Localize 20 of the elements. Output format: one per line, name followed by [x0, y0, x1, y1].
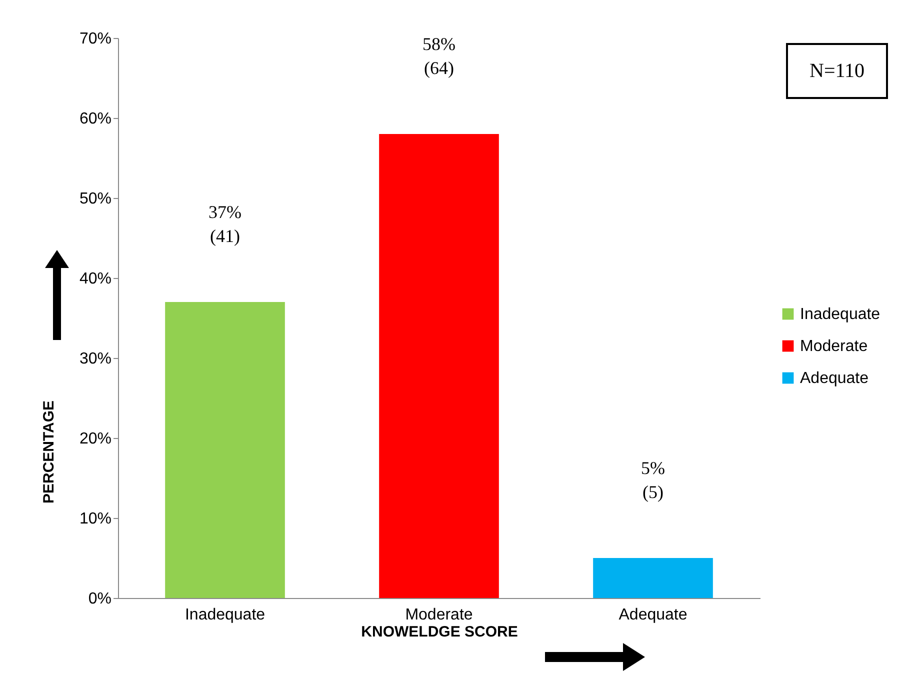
x-tick-label: Moderate [405, 606, 473, 624]
text: N=110 [786, 43, 888, 99]
y-tick-label: 30% [79, 350, 112, 368]
y-tick-label: 50% [79, 190, 112, 208]
y-tick-label: 20% [79, 430, 112, 448]
y-tick-label: 40% [79, 270, 112, 288]
y-tick-label: 70% [79, 30, 112, 48]
x-tick-label: Adequate [618, 606, 688, 624]
y-tick-label: 0% [88, 590, 112, 608]
data-label: 37% (41) [208, 202, 242, 246]
legend-label: Moderate [800, 338, 868, 355]
y-tick-label: 60% [79, 110, 112, 128]
y-axis-title: PERCENTAGE [40, 400, 58, 504]
x-tick-label: Inadequate [184, 606, 266, 624]
data-label: 5% (5) [641, 458, 665, 502]
data-label: 58% (64) [422, 34, 456, 78]
y-tick-label: 10% [79, 510, 112, 528]
x-axis-title: KNOWELDGE SCORE [361, 624, 518, 640]
legend-label: Adequate [800, 370, 869, 387]
legend-label: Inadequate [800, 306, 880, 323]
